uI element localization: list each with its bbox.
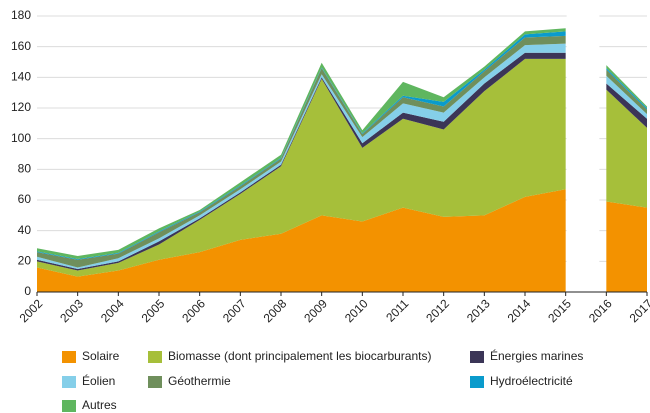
legend-label: Éolien <box>82 373 115 388</box>
y-tick-label: 20 <box>18 254 32 268</box>
x-tick-label: 2006 <box>179 296 208 325</box>
x-tick-label: 2002 <box>17 296 46 325</box>
legend-label: Énergies marines <box>490 348 583 363</box>
area <box>606 69 647 115</box>
x-tick-label: 2011 <box>383 296 411 324</box>
area <box>606 89 647 208</box>
area <box>37 189 566 292</box>
axis-break <box>566 14 600 294</box>
legend-item: Éolien <box>62 373 115 388</box>
x-tick-label: 2012 <box>423 296 452 325</box>
x-tick-label: 2004 <box>98 296 127 325</box>
x-tick-label: 2016 <box>586 296 615 325</box>
legend-swatch <box>470 376 484 388</box>
x-tick-label: 2009 <box>301 296 330 325</box>
area <box>606 75 647 119</box>
y-tick-label: 40 <box>18 223 32 237</box>
legend-item: Autres <box>62 398 117 412</box>
legend-item: Biomasse (dont principalement les biocar… <box>148 349 431 363</box>
x-tick-label: 2014 <box>505 296 534 325</box>
legend-swatch <box>62 351 76 363</box>
area <box>606 201 647 292</box>
y-tick-label: 80 <box>18 162 32 176</box>
area <box>606 68 647 110</box>
y-tick-label: 180 <box>11 8 31 22</box>
y-tick-label: 120 <box>11 100 31 114</box>
y-tick-label: 160 <box>11 39 31 53</box>
legend-label: Autres <box>82 398 117 412</box>
x-tick-label: 2003 <box>57 296 86 325</box>
x-tick-label: 2015 <box>545 296 574 325</box>
legend-label: Solaire <box>82 349 120 363</box>
x-tick-label: 2013 <box>464 296 493 325</box>
legend-label: Géothermie <box>168 374 231 388</box>
x-tick-label: 2017 <box>627 296 650 325</box>
legend-swatch <box>148 376 162 388</box>
legend-swatch <box>470 351 484 363</box>
y-tick-label: 0 <box>24 284 31 298</box>
area <box>606 83 647 128</box>
y-tick-label: 100 <box>11 131 31 145</box>
legend-item: Hydroélectricité <box>470 374 573 388</box>
legend-swatch <box>62 400 76 412</box>
legend-swatch <box>148 351 162 363</box>
x-tick-label: 2005 <box>139 296 168 325</box>
legend-swatch <box>62 376 76 388</box>
y-tick-label: 140 <box>11 70 31 84</box>
x-tick-label: 2010 <box>342 296 371 325</box>
legend-item: Énergies marines <box>470 348 583 363</box>
x-tick-label: 2007 <box>220 296 249 325</box>
area <box>37 58 566 277</box>
area <box>606 65 647 108</box>
y-tick-label: 60 <box>18 192 32 206</box>
legend-label: Hydroélectricité <box>490 374 573 388</box>
x-tick-label: 2008 <box>261 296 290 325</box>
legend-label: Biomasse (dont principalement les biocar… <box>168 349 431 363</box>
legend-item: Géothermie <box>148 374 231 388</box>
legend-item: Solaire <box>62 349 120 363</box>
